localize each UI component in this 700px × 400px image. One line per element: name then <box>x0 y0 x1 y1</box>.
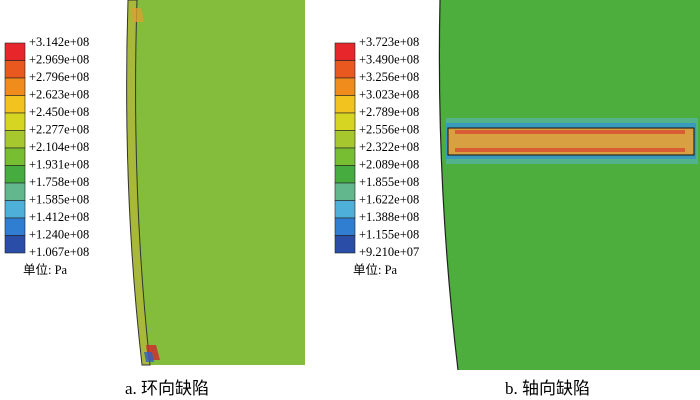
legend-label: +1.622e+08 <box>359 192 419 206</box>
legend-label: +3.142e+08 <box>29 35 89 49</box>
legend-swatch <box>334 217 356 236</box>
legend-swatch <box>4 112 26 131</box>
legend-label: +1.585e+08 <box>29 192 89 206</box>
legend-label: +2.277e+08 <box>29 122 89 136</box>
legend-label: +1.758e+08 <box>29 175 89 189</box>
legend-swatch <box>334 42 356 61</box>
legend-swatch <box>4 77 26 96</box>
legend-label: +3.723e+08 <box>359 35 419 49</box>
legend-swatch <box>4 165 26 184</box>
legend-label: +2.556e+08 <box>359 122 419 136</box>
legend-label: +1.931e+08 <box>29 157 89 171</box>
legend-label: +1.855e+08 <box>359 175 419 189</box>
legend-label: +2.969e+08 <box>29 52 89 66</box>
legend-swatch <box>4 200 26 219</box>
legend-swatch <box>334 95 356 114</box>
legend-swatch <box>334 147 356 166</box>
model-b <box>438 0 700 371</box>
legend-label: +1.067e+08 <box>29 245 89 259</box>
legend-label: +2.789e+08 <box>359 105 419 119</box>
unit-label: 单位: Pa <box>23 262 68 277</box>
caption: b. 轴向缺陷 <box>505 379 590 398</box>
legend-label: +1.412e+08 <box>29 210 89 224</box>
unit-label: 单位: Pa <box>353 262 398 277</box>
legend-swatch <box>334 77 356 96</box>
legend-swatch <box>4 130 26 149</box>
caption: a. 环向缺陷 <box>125 379 209 398</box>
legend-swatch <box>4 235 26 254</box>
legend-label: +1.155e+08 <box>359 227 419 241</box>
legend-swatch <box>334 182 356 201</box>
legend-swatch <box>4 182 26 201</box>
legend-label: +2.322e+08 <box>359 140 419 154</box>
legend-swatch <box>334 60 356 79</box>
legend-label: +2.623e+08 <box>29 87 89 101</box>
legend-label: +2.796e+08 <box>29 70 89 84</box>
legend-label: +2.104e+08 <box>29 140 89 154</box>
legend-label: +2.089e+08 <box>359 157 419 171</box>
legend-swatch <box>4 42 26 61</box>
legend-swatch <box>4 95 26 114</box>
legend-swatch <box>334 112 356 131</box>
legend-swatch <box>334 200 356 219</box>
legend-swatch <box>4 147 26 166</box>
legend-swatch <box>334 235 356 254</box>
legend-swatch <box>334 165 356 184</box>
legends: +3.142e+08 +2.969e+08 +2.796e+08 +2.623e+08… <box>4 35 419 277</box>
legend-swatch <box>4 60 26 79</box>
legend-label: +9.210e+07 <box>359 245 419 259</box>
model-a <box>126 0 305 366</box>
legend-label: +2.450e+08 <box>29 105 89 119</box>
legend-swatch <box>4 217 26 236</box>
legend-label: +3.256e+08 <box>359 70 419 84</box>
legend-label: +1.388e+08 <box>359 210 419 224</box>
legend-label: +3.023e+08 <box>359 87 419 101</box>
legend-label: +3.490e+08 <box>359 52 419 66</box>
legend-label: +1.240e+08 <box>29 227 89 241</box>
legend-swatch <box>334 130 356 149</box>
